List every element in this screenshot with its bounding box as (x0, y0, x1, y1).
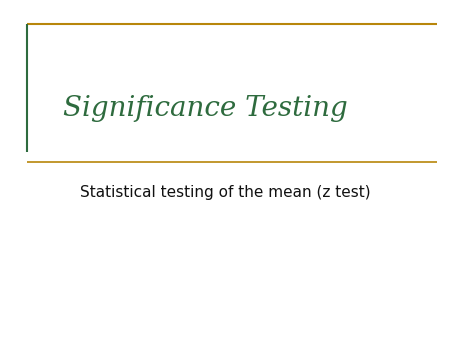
Text: Significance Testing: Significance Testing (63, 95, 348, 122)
Text: Statistical testing of the mean (z test): Statistical testing of the mean (z test) (80, 185, 370, 200)
